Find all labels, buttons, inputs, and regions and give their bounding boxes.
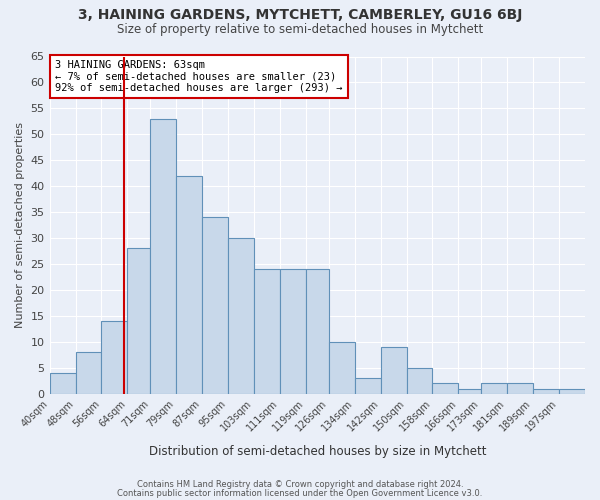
Text: Contains HM Land Registry data © Crown copyright and database right 2024.: Contains HM Land Registry data © Crown c… bbox=[137, 480, 463, 489]
Bar bbox=[507, 384, 533, 394]
Bar bbox=[101, 321, 127, 394]
Text: Size of property relative to semi-detached houses in Mytchett: Size of property relative to semi-detach… bbox=[117, 22, 483, 36]
Bar bbox=[559, 388, 585, 394]
Bar bbox=[150, 119, 176, 394]
Bar bbox=[176, 176, 202, 394]
Bar bbox=[76, 352, 101, 394]
Text: 3 HAINING GARDENS: 63sqm
← 7% of semi-detached houses are smaller (23)
92% of se: 3 HAINING GARDENS: 63sqm ← 7% of semi-de… bbox=[55, 60, 343, 93]
Bar bbox=[50, 373, 76, 394]
Bar bbox=[481, 384, 507, 394]
Bar bbox=[433, 384, 458, 394]
Text: 3, HAINING GARDENS, MYTCHETT, CAMBERLEY, GU16 6BJ: 3, HAINING GARDENS, MYTCHETT, CAMBERLEY,… bbox=[78, 8, 522, 22]
Bar bbox=[355, 378, 380, 394]
Bar bbox=[254, 269, 280, 394]
Bar bbox=[127, 248, 150, 394]
Bar bbox=[202, 218, 228, 394]
Bar bbox=[306, 269, 329, 394]
Bar bbox=[380, 347, 407, 394]
X-axis label: Distribution of semi-detached houses by size in Mytchett: Distribution of semi-detached houses by … bbox=[149, 444, 486, 458]
Text: Contains public sector information licensed under the Open Government Licence v3: Contains public sector information licen… bbox=[118, 488, 482, 498]
Bar bbox=[533, 388, 559, 394]
Bar bbox=[228, 238, 254, 394]
Bar bbox=[280, 269, 306, 394]
Bar bbox=[458, 388, 481, 394]
Bar bbox=[329, 342, 355, 394]
Bar bbox=[407, 368, 433, 394]
Y-axis label: Number of semi-detached properties: Number of semi-detached properties bbox=[15, 122, 25, 328]
